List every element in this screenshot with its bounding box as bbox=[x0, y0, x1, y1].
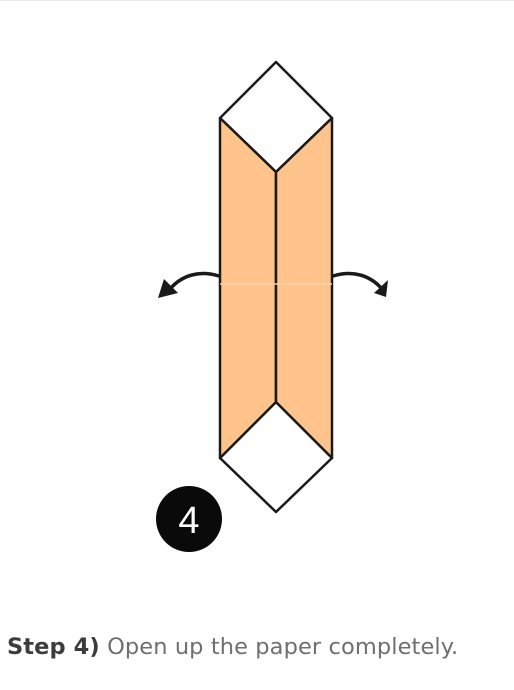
step-number-badge: 4 bbox=[156, 486, 222, 552]
left-orange-flap bbox=[218, 116, 278, 460]
top-divider bbox=[0, 0, 514, 1]
unfold-right-arrow-icon bbox=[331, 271, 388, 297]
right-orange-flap bbox=[274, 116, 334, 460]
step-instruction: Open up the paper completely. bbox=[107, 634, 459, 660]
unfold-left-arrow-icon bbox=[158, 271, 221, 298]
step-label: Step 4) bbox=[7, 634, 100, 660]
origami-diagram: 4 bbox=[156, 60, 388, 552]
step-number: 4 bbox=[178, 500, 199, 542]
step-caption: Step 4) Open up the paper completely. bbox=[7, 630, 458, 664]
